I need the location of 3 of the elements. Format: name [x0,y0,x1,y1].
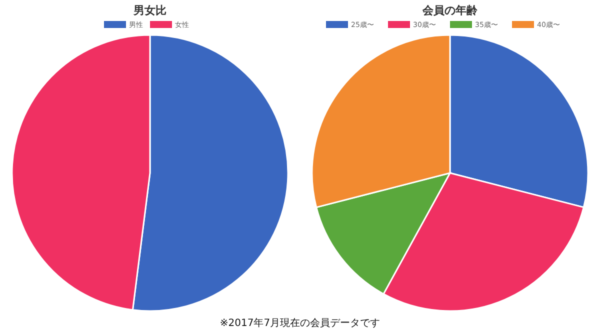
text: ※2017年7月現在の会員データです [220,317,380,329]
chart-title: 会員の年齢 [422,4,478,17]
chart-title: 男女比 [132,4,166,17]
